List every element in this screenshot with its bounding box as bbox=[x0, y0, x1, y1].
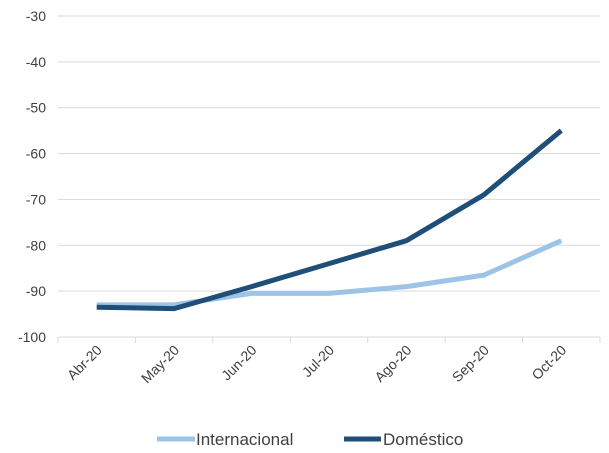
y-tick-label: -70 bbox=[26, 191, 46, 207]
legend: Internacional Doméstico bbox=[157, 430, 463, 449]
y-tick-label: -30 bbox=[26, 8, 46, 24]
x-axis-tick-labels: Abr-20 May-20 Jun-20 Jul-20 Ago-20 Sep-20 Oct-… bbox=[64, 342, 570, 386]
x-tick-label: May-20 bbox=[138, 342, 182, 386]
y-axis-tick-labels: -100 -90 -80 -70 -60 -50 -40 -30 bbox=[18, 8, 46, 345]
x-tick-label: Ago-20 bbox=[371, 342, 414, 385]
x-tick-label: Abr-20 bbox=[64, 342, 105, 383]
x-tick-label: Sep-20 bbox=[449, 342, 492, 385]
y-tick-label: -100 bbox=[18, 329, 46, 345]
x-tick-label: Jun-20 bbox=[218, 342, 260, 384]
y-tick-label: -90 bbox=[26, 283, 46, 299]
series-layer bbox=[96, 128, 563, 312]
y-tick-label: -40 bbox=[26, 54, 46, 70]
y-tick-label: -60 bbox=[26, 146, 46, 162]
series-line-domestico bbox=[96, 128, 563, 312]
legend-label: Internacional bbox=[196, 430, 293, 449]
y-tick-label: -80 bbox=[26, 237, 46, 253]
legend-label: Doméstico bbox=[383, 430, 463, 449]
x-tick-label: Jul-20 bbox=[299, 342, 337, 380]
grid-layer bbox=[57, 15, 601, 343]
x-tick-label: Oct-20 bbox=[528, 342, 569, 383]
y-tick-label: -50 bbox=[26, 100, 46, 116]
series-line-internacional bbox=[96, 238, 563, 308]
